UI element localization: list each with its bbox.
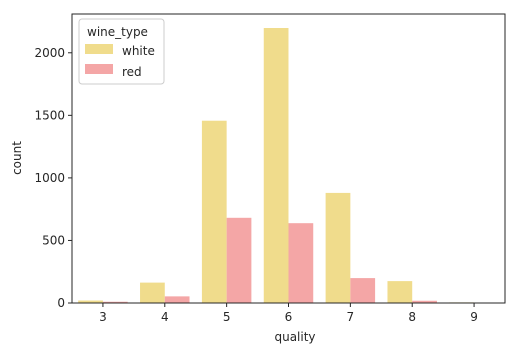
bar-white-4	[140, 282, 165, 303]
y-axis-label: count	[10, 141, 24, 175]
x-ticks-group: 3 4 5 6 7 8 9	[99, 303, 478, 324]
x-tick-label: 4	[161, 310, 169, 324]
bar-white-7	[325, 192, 351, 303]
legend-label-white: white	[122, 44, 155, 58]
y-tick-label: 0	[57, 296, 65, 310]
bar-red-7	[350, 278, 376, 303]
x-tick-label: 3	[99, 310, 107, 324]
bar-red-6	[288, 223, 314, 303]
bar-white-5	[201, 120, 227, 303]
y-ticks-group: 0 500 1000 1500 2000	[34, 46, 72, 310]
bar-white-8	[387, 281, 413, 303]
legend-swatch-white	[85, 44, 113, 54]
bar-red-5	[226, 217, 252, 303]
x-tick-label: 7	[347, 310, 355, 324]
y-tick-label: 2000	[34, 46, 65, 60]
bars-group	[78, 28, 475, 303]
x-tick-label: 6	[285, 310, 293, 324]
bar-red-8	[412, 300, 437, 303]
legend-title: wine_type	[87, 25, 148, 39]
y-tick-label: 500	[42, 233, 65, 247]
legend-swatch-red	[85, 64, 113, 74]
y-tick-label: 1000	[34, 171, 65, 185]
x-axis-label: quality	[274, 330, 315, 344]
bar-red-4	[164, 296, 190, 303]
bar-white-3	[78, 300, 103, 303]
x-tick-label: 8	[408, 310, 416, 324]
x-tick-label: 9	[470, 310, 478, 324]
x-tick-label: 5	[223, 310, 231, 324]
y-tick-label: 1500	[34, 108, 65, 122]
bar-white-6	[263, 28, 289, 303]
legend: wine_type white red	[78, 18, 165, 85]
bar-red-3	[102, 301, 128, 303]
legend-label-red: red	[122, 65, 142, 79]
